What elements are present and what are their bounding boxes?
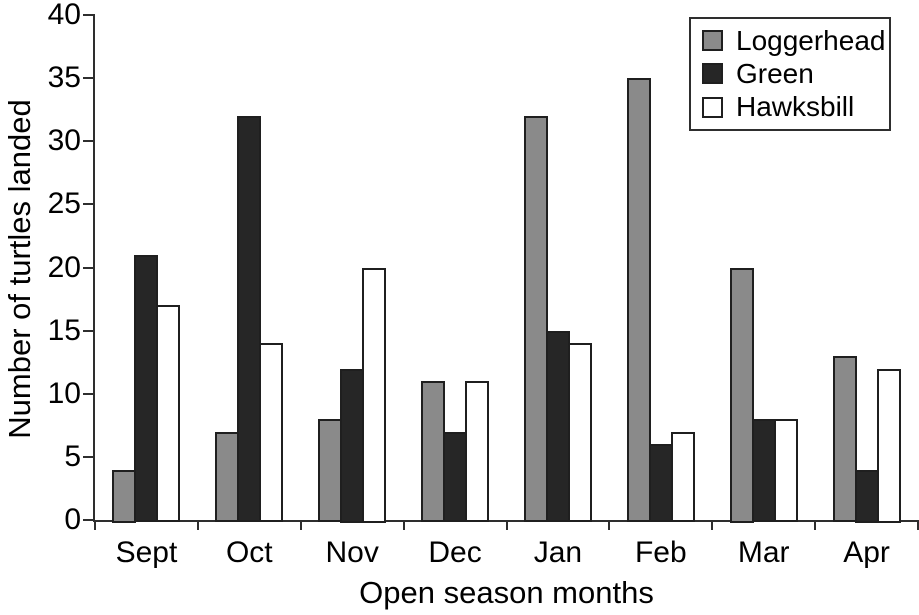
- bar-green-nov: [340, 369, 364, 523]
- y-axis-tick-label: 25: [47, 187, 81, 221]
- x-axis-tick: [506, 522, 508, 530]
- y-axis-tick-label: 20: [47, 250, 81, 284]
- x-category-label: Nov: [325, 536, 379, 569]
- y-axis-tick: [83, 455, 93, 458]
- y-axis-tick-label: 40: [47, 0, 81, 31]
- bar-hawksbill-dec: [465, 381, 489, 522]
- bar-hawksbill-nov: [362, 268, 386, 523]
- bar-hawksbill-jan: [568, 343, 592, 522]
- y-axis-tick: [83, 140, 93, 143]
- bar-hawksbill-mar: [774, 419, 798, 522]
- x-category-label: Dec: [428, 536, 482, 569]
- bar-loggerhead-jan: [524, 116, 548, 522]
- x-axis-tick: [300, 522, 302, 530]
- legend-item-hawksbill: Hawksbill: [702, 92, 885, 122]
- x-category-label: Sept: [115, 536, 178, 569]
- legend: Loggerhead Green Hawksbill: [689, 17, 891, 131]
- x-category-label: Mar: [737, 536, 790, 569]
- bar-hawksbill-apr: [877, 369, 901, 523]
- x-category-label: Jan: [533, 536, 583, 569]
- bar-loggerhead-feb: [627, 78, 651, 522]
- y-axis-tick: [83, 14, 93, 16]
- bar-loggerhead-apr: [833, 356, 857, 522]
- x-axis-tick: [711, 522, 713, 530]
- x-axis-tick: [814, 522, 816, 530]
- y-axis-tick: [83, 77, 93, 80]
- y-axis-tick: [83, 266, 93, 269]
- legend-item-green: Green: [702, 57, 885, 89]
- bar-green-sept: [134, 255, 158, 522]
- x-category-label: Apr: [843, 536, 890, 569]
- bar-loggerhead-nov: [318, 419, 342, 522]
- bar-green-oct: [237, 116, 261, 522]
- x-axis-tick: [94, 522, 96, 530]
- legend-item-loggerhead: Loggerhead: [702, 24, 886, 56]
- y-axis-tick-label: 10: [47, 376, 81, 410]
- y-axis-tick-label: 35: [47, 61, 81, 95]
- y-axis-tick-label: 0: [64, 503, 81, 536]
- bar-hawksbill-oct: [259, 343, 283, 522]
- y-axis-tick: [83, 329, 93, 332]
- legend-swatch-green: [702, 63, 723, 85]
- legend-label: Loggerhead: [736, 24, 886, 56]
- x-axis-tick: [197, 522, 199, 530]
- y-axis-tick-label: 5: [64, 439, 81, 473]
- bar-loggerhead-dec: [421, 381, 445, 522]
- legend-swatch-loggerhead: [702, 30, 723, 52]
- x-category-label: Feb: [634, 536, 687, 569]
- y-axis-tick-label: 30: [47, 124, 81, 158]
- y-axis-tick: [83, 519, 93, 521]
- legend-label: Green: [736, 57, 814, 89]
- bar-loggerhead-sept: [112, 470, 136, 523]
- y-axis-tick: [83, 203, 93, 206]
- x-axis-tick: [608, 522, 610, 530]
- y-axis-line: [93, 14, 95, 522]
- bar-loggerhead-oct: [215, 432, 239, 522]
- bar-hawksbill-feb: [671, 432, 695, 522]
- bar-green-jan: [546, 331, 570, 522]
- legend-swatch-hawksbill: [702, 96, 723, 118]
- bar-green-feb: [649, 444, 673, 522]
- y-axis-tick: [83, 392, 93, 395]
- y-axis-tick-label: 15: [47, 313, 81, 347]
- bar-green-apr: [855, 470, 879, 523]
- bar-hawksbill-sept: [156, 305, 180, 522]
- legend-label: Hawksbill: [736, 91, 855, 123]
- bar-green-dec: [443, 432, 467, 522]
- x-axis-title: Open season months: [359, 575, 654, 610]
- x-category-label: Oct: [225, 536, 273, 569]
- bar-green-mar: [752, 419, 776, 522]
- x-axis-tick: [403, 522, 405, 530]
- bar-loggerhead-mar: [730, 268, 754, 523]
- x-axis-tick: [917, 522, 919, 530]
- x-axis-line: [93, 520, 919, 522]
